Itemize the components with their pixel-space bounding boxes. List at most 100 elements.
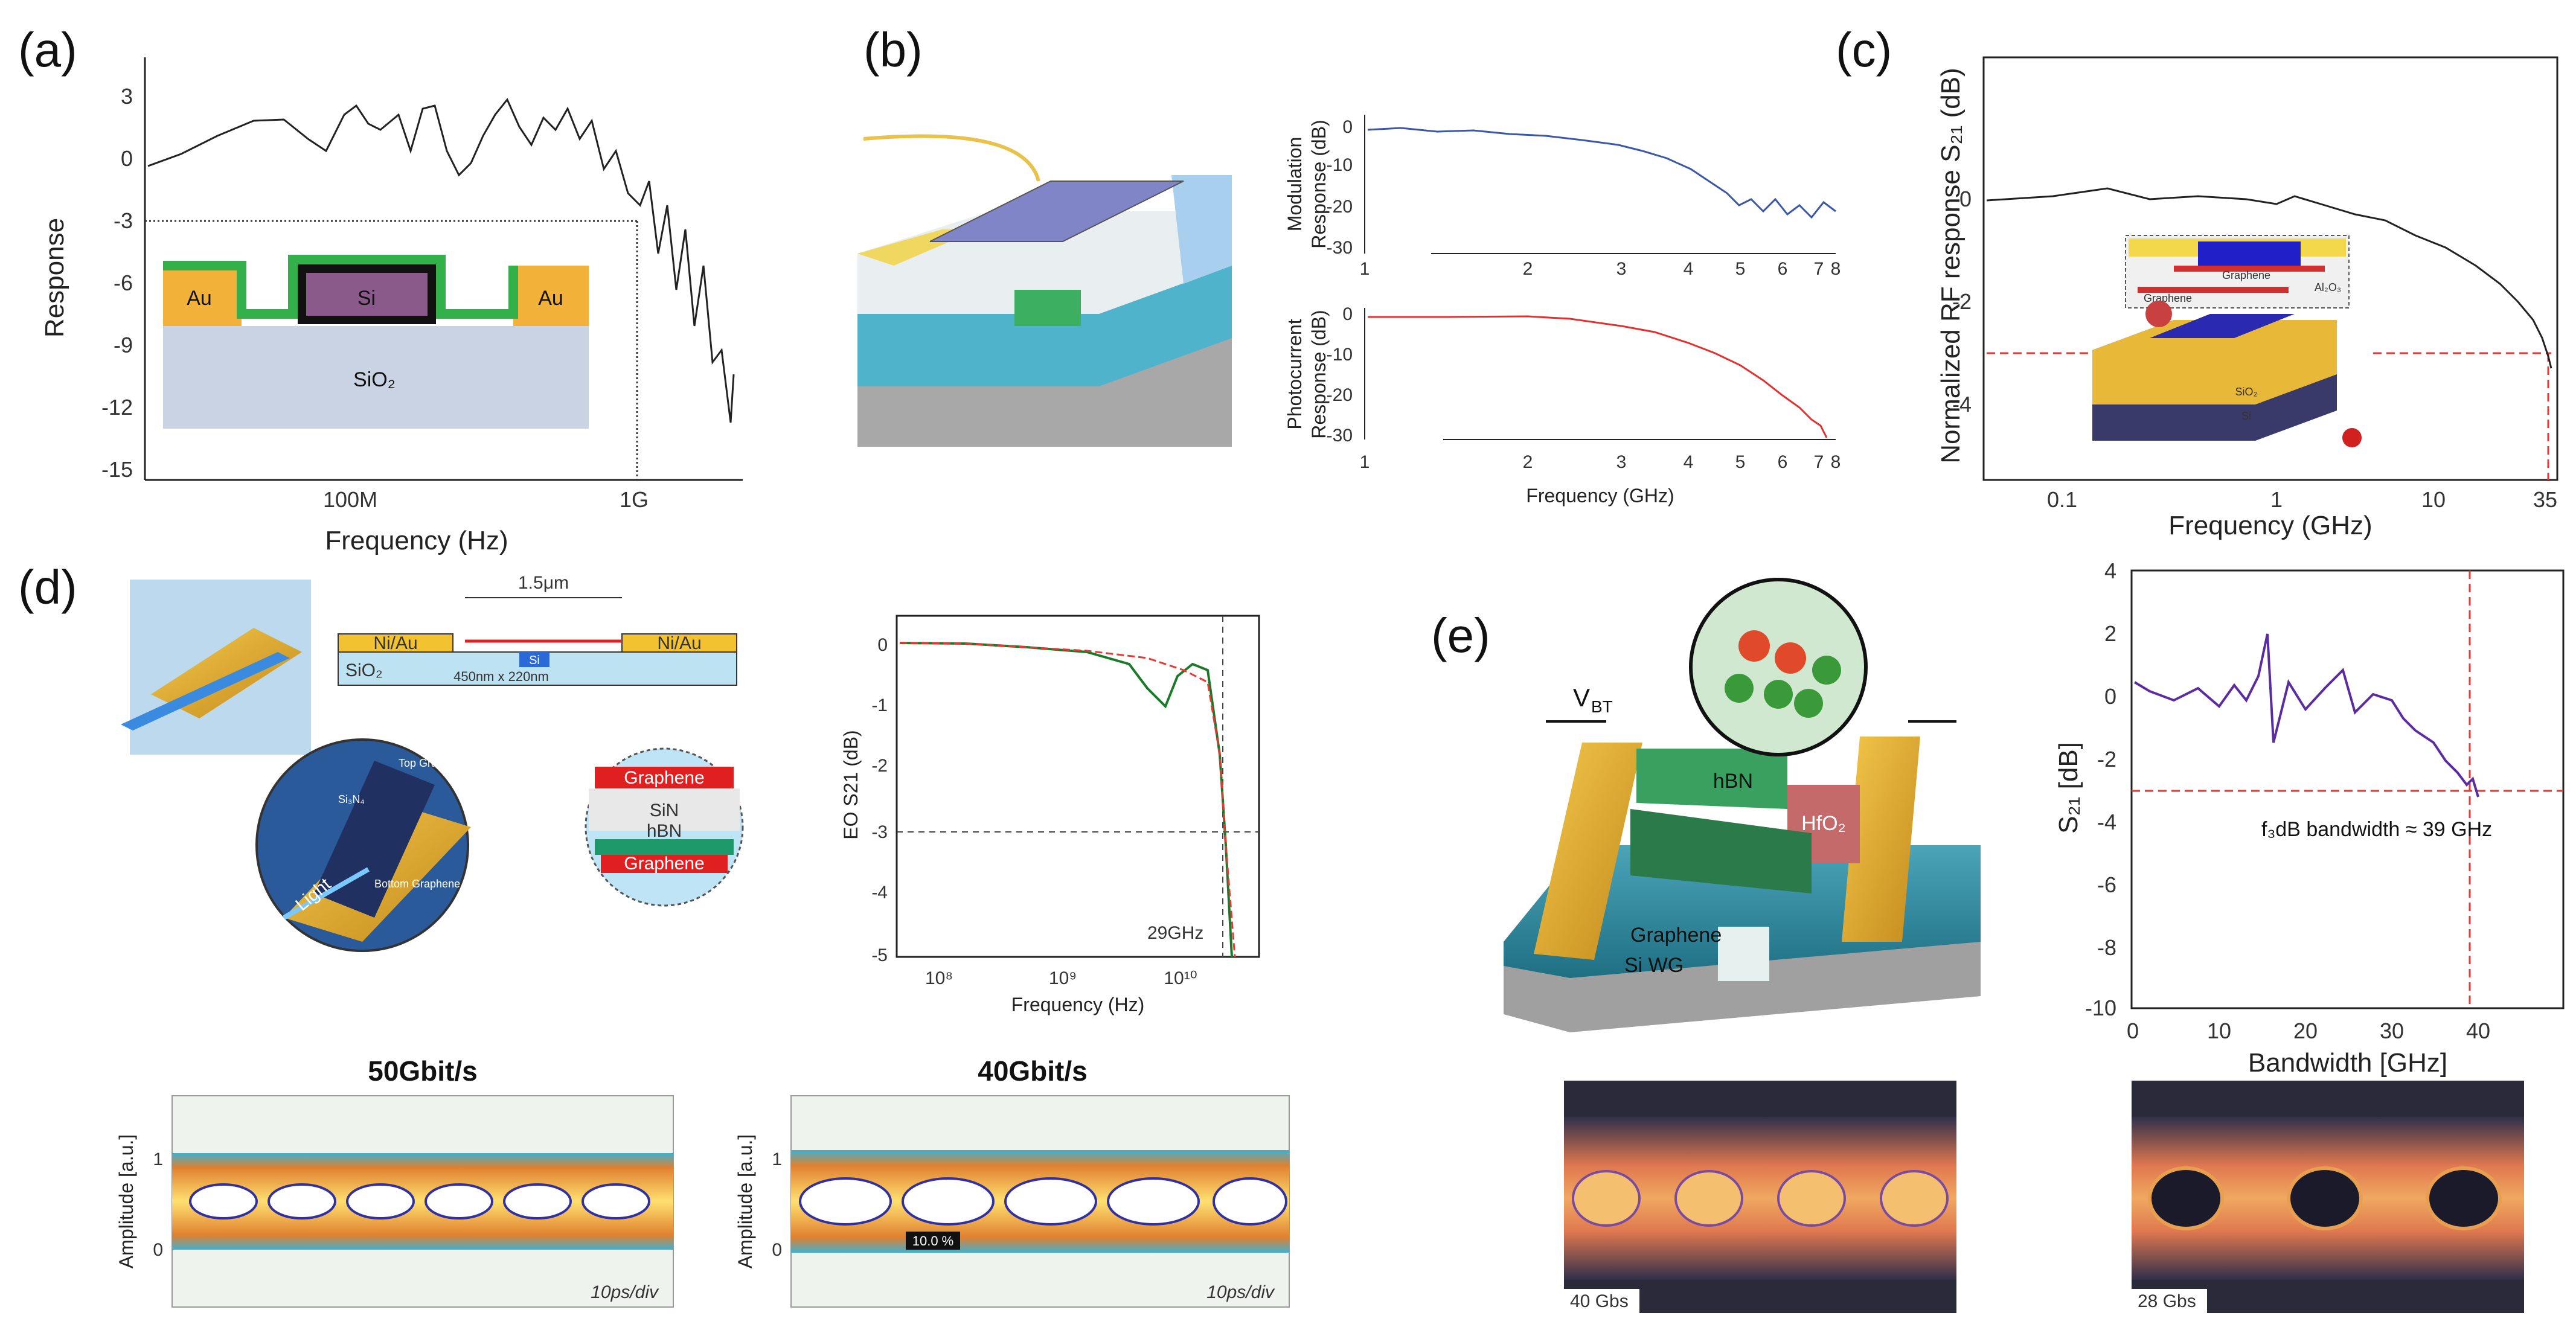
panel-d-eye2-marker-box — [906, 1232, 960, 1250]
panel-d-stack-label-1: SiN — [650, 801, 679, 820]
panel-e-eye2-opening — [2426, 1166, 2502, 1230]
panel-b-top-xtick: 2 — [1523, 259, 1533, 279]
panel-b-bottom-xtick: 1 — [1360, 452, 1370, 472]
panel-b-electrode-right — [1171, 175, 1232, 284]
panel-a-ytick: -3 — [114, 208, 133, 233]
panel-d-width-label: 1.5μm — [518, 573, 569, 593]
panel-c-inset-sio2-label: SiO₂ — [2235, 386, 2258, 398]
panel-b-xlabel: Frequency (GHz) — [1526, 485, 1674, 507]
panel-c-inset-si — [2198, 241, 2301, 266]
panel-b-bottom-ytick: -10 — [1327, 345, 1353, 365]
panel-e-ytick: 2 — [2104, 621, 2116, 646]
panel-a-au-right-label: Au — [538, 287, 563, 310]
panel-e-xtick: 30 — [2380, 1018, 2404, 1043]
panel-a-ytick: -12 — [101, 395, 133, 420]
panel-b-top-xtick: 5 — [1735, 259, 1746, 279]
panel-d-si-label: Si — [529, 654, 540, 667]
panel-d-stack-label-3: Graphene — [624, 854, 704, 874]
panel-b-modulation-trace — [1367, 127, 1836, 219]
panel-b-bottom-xtick: 3 — [1616, 452, 1627, 472]
panel-d-stack-graphene-top — [595, 767, 734, 788]
panel-a-ytick: -6 — [114, 270, 133, 295]
panel-c-ytick: 0 — [1959, 187, 1972, 211]
panel-e-atom — [1812, 656, 1841, 685]
panel-b-top-xtick: 1 — [1360, 259, 1370, 279]
panel-c: (c) 0 -2 -4 0.1 1 10 35 Frequency (GHz) … — [1836, 23, 2558, 540]
panel-a-xtick: 1G — [620, 487, 649, 512]
panel-b-top-ylabel-line2: Response (dB) — [1308, 120, 1330, 248]
panel-e-eye2-label-box — [2132, 1289, 2207, 1313]
panel-c-xtick: 1 — [2270, 487, 2283, 512]
panel-b-top-xtick: 7 — [1814, 259, 1824, 279]
panel-e-siwg-label: Si WG — [1624, 954, 1684, 977]
panel-e-electrode-right — [1842, 737, 1920, 942]
panel-b-bottom-xtick: 7 — [1814, 452, 1824, 472]
panel-e-eye1-openings — [1572, 1170, 1949, 1227]
panel-d-bottom-graphene-label: Bottom Graphene — [374, 878, 460, 890]
panel-a-si-label: Si — [357, 287, 376, 310]
panel-d-eo-trace-measured — [899, 642, 1233, 957]
panel-e-electrode-left — [1534, 743, 1642, 960]
panel-e-ytick: -4 — [2097, 810, 2116, 834]
panel-b-top-xtick: 8 — [1831, 259, 1841, 279]
panel-e-eye2-label: 28 Gbs — [2138, 1291, 2196, 1311]
panel-d-eo-xtick: 10¹⁰ — [1164, 968, 1197, 988]
panel-a-xtick: 100M — [323, 487, 377, 512]
panel-d-eye2-openings — [799, 1177, 1287, 1226]
panel-e-label: (e) — [1431, 609, 1490, 662]
panel-d-zoom-graphene — [314, 761, 435, 918]
panel-e-eye1-label-box — [1564, 1289, 1639, 1313]
panel-c-inset-graphene-top — [2174, 266, 2325, 272]
panel-b-top-ytick: -20 — [1327, 197, 1353, 217]
panel-d-eye1-opening — [582, 1183, 650, 1220]
panel-d-eo-frame — [896, 615, 1260, 958]
panel-a-label: (a) — [18, 23, 77, 77]
panel-d-eye2-opening — [1107, 1177, 1200, 1226]
panel-d-eye1-ytick: 1 — [153, 1149, 163, 1169]
panel-d-eye1-openings — [189, 1183, 650, 1220]
panel-b-top-xtick: 4 — [1684, 259, 1694, 279]
panel-b-bottom-xtick: 5 — [1735, 452, 1746, 472]
panel-a-xlabel: Frequency (Hz) — [325, 526, 508, 555]
panel-b-bottom-ytick: -30 — [1327, 426, 1353, 446]
panel-b-device — [857, 134, 1232, 447]
panel-e-ytick: -10 — [2085, 996, 2116, 1020]
panel-e-hbn-sheet — [1636, 749, 1787, 809]
panel-e-hfo2-label: HfO₂ — [1801, 812, 1846, 835]
panel-d-eo-ytick: -2 — [871, 756, 888, 776]
panel-c-inset-oxide-label: Al₂O₃ — [2315, 281, 2341, 293]
panel-d-eye2-ytick: 1 — [772, 1149, 782, 1169]
panel-a-ytick: 3 — [121, 84, 133, 109]
panel-d-eye2-opening — [1213, 1177, 1287, 1226]
panel-b-top-ylabel-line1: Modulation — [1284, 137, 1306, 232]
panel-d-niau-right-label: Ni/Au — [657, 633, 701, 653]
panel-d-eo-annotation: 29GHz — [1147, 923, 1203, 943]
panel-a-graphene — [163, 255, 518, 319]
panel-d-eo-ytick: -5 — [871, 945, 888, 965]
panel-c-inset-graphene-top-label: Graphene — [2222, 269, 2270, 281]
panel-d-eo-ylabel: EO S21 (dB) — [840, 730, 862, 839]
panel-d-stack-sin — [589, 788, 740, 831]
panel-e-ytick: -8 — [2097, 935, 2116, 960]
panel-d-eye2-ytick: 0 — [772, 1240, 782, 1260]
panel-e-atom — [1775, 642, 1806, 674]
panel-a-ytick: 0 — [121, 146, 133, 171]
panel-e-vbt-sub: BT — [1591, 697, 1613, 716]
panel-d-eye1-title: 50Gbit/s — [368, 1055, 478, 1087]
panel-c-inset-si-label: Si — [2241, 410, 2251, 422]
panel-d-label: (d) — [18, 560, 77, 614]
panel-d-eo-trace-fit — [899, 642, 1236, 957]
panel-e-eye2-opening — [2287, 1166, 2363, 1230]
panel-a-substrate — [163, 326, 589, 429]
panel-e-xtick: 20 — [2293, 1018, 2318, 1043]
panel-e-xtick: 10 — [2207, 1018, 2231, 1043]
panel-d-eye2-ylabel: Amplitude [a.u.] — [734, 1134, 756, 1268]
panel-b-bottom-ytick: 0 — [1342, 304, 1353, 324]
panel-e-ylabel: S₂₁ [dB] — [2054, 742, 2083, 834]
panel-e-si-wg — [1718, 927, 1769, 981]
panel-a-response-trace — [147, 98, 735, 423]
panel-d-eye1-opening — [425, 1183, 493, 1220]
panel-b-top-ytick: -30 — [1327, 238, 1353, 258]
panel-d-eo-ytick: -4 — [871, 883, 888, 903]
